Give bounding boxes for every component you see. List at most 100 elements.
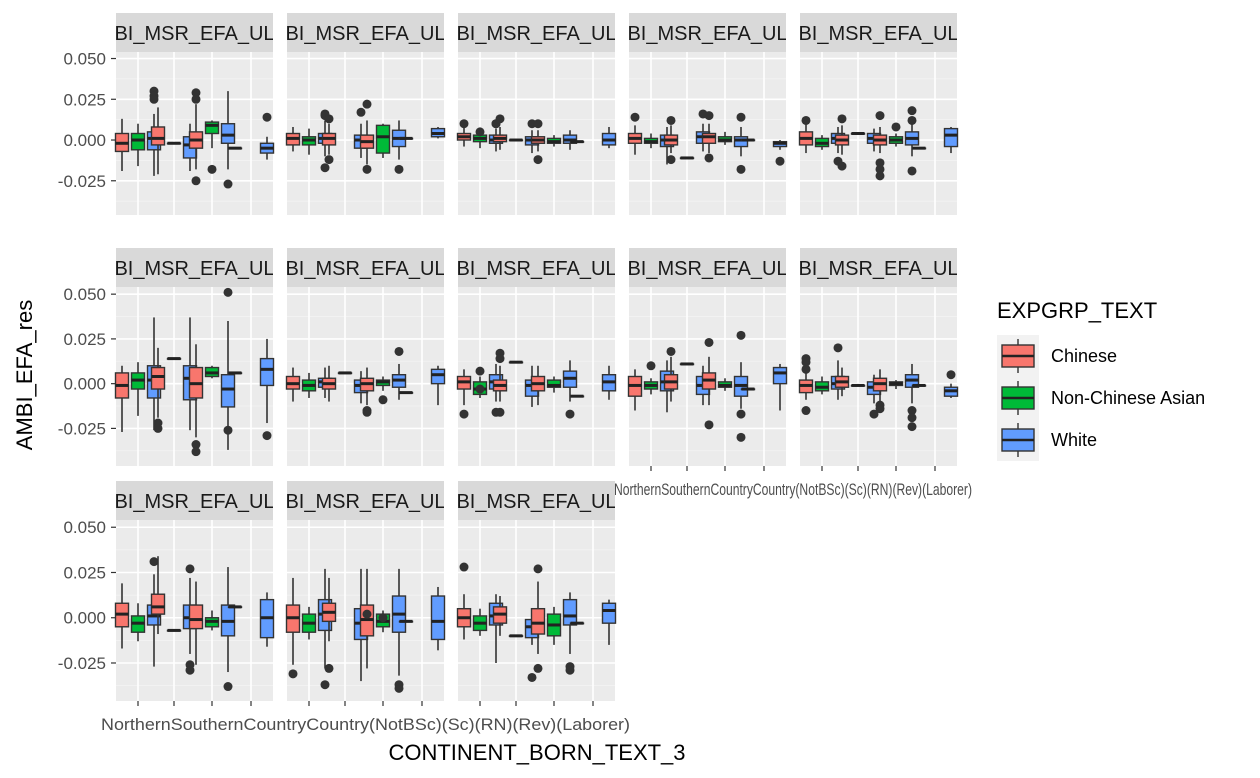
box-white [562,592,578,675]
box-chinese [701,337,717,430]
outlier-point [320,163,330,173]
facet-strip-label: BI_MSR_EFA_UL [285,491,445,513]
box-non-chinese-asian [679,362,695,366]
box-white [562,360,578,419]
outlier-point [801,406,811,416]
legend-key-non-chinese-asian: Non-Chinese Asian [997,377,1205,419]
y-tick-label: -0.025 [58,172,106,191]
box-chinese [872,369,888,414]
outlier-point [736,164,746,174]
box-non-chinese-asian [301,372,317,398]
box-iqr [943,127,959,148]
y-tick-label: 0.025 [63,563,106,582]
box-chinese [227,146,243,150]
facet-strip-label: BI_MSR_EFA_UL [456,23,616,45]
box-iqr [562,598,578,626]
box-non-chinese-asian [850,132,866,135]
box-white [220,91,236,189]
outlier-point [459,119,469,129]
box-chinese [569,140,585,144]
facet-strip-label: BI_MSR_EFA_UL [627,23,787,45]
facet-panel: BI_MSR_EFA_UL [285,481,446,701]
box-non-chinese-asian [814,135,830,150]
outlier-point [704,153,714,163]
box-chinese [188,581,204,665]
panel-background [287,287,444,466]
box-chinese [627,369,643,411]
outlier-point [324,114,334,124]
outlier-point [475,127,485,137]
box-non-chinese-asian [375,610,391,633]
outlier-point [394,683,404,693]
outlier-point [533,155,543,165]
box-chinese [530,365,546,406]
facet-strip [629,248,786,287]
outlier-point [833,343,843,353]
box-non-chinese-asian [375,123,391,158]
outlier-point [223,179,233,189]
box-non-chinese-asian [337,371,353,375]
outlier-point [630,112,640,122]
panel-background [287,52,444,215]
box-white [259,338,275,441]
facet-panel: BI_MSR_EFA_UL [627,248,788,466]
outlier-point [191,176,201,186]
outlier-point [262,112,272,122]
box-chinese [398,619,414,623]
outlier-point [801,357,811,367]
outlier-point [533,564,543,574]
y-tick-label: 0.000 [63,609,106,628]
outlier-point [704,111,714,121]
box-chinese [834,114,850,171]
box-chinese [359,99,375,174]
facet-panel: BI_MSR_EFA_UL [114,481,275,701]
outlier-point [646,361,656,371]
outlier-point [362,407,372,417]
facet-strip-label: BI_MSR_EFA_UL [456,258,616,280]
box-non-chinese-asian [546,135,562,147]
y-tick-label: 0.050 [63,518,106,537]
outlier-point [378,395,388,405]
box-chinese [530,564,546,673]
outlier-point [533,663,543,673]
box-chinese [569,621,585,625]
outlier-point [362,99,372,109]
x-axes: NorthernSouthernCountryCountry(NotBSc)(S… [101,466,972,734]
outlier-point [475,366,485,376]
box-chinese [114,583,130,649]
box-non-chinese-asian [546,376,562,393]
outlier-point [907,115,917,125]
y-tick-label: 0.025 [63,90,106,109]
box-chinese [663,115,679,165]
box-chinese [398,136,414,140]
box-white [904,363,920,432]
facet-strip [458,248,615,287]
outlier-point [736,330,746,340]
box-chinese [359,367,375,417]
outlier-point [907,422,917,432]
box-iqr [530,607,546,635]
outlier-point [875,164,885,174]
box-chinese [456,369,472,419]
box-white [943,126,959,154]
box-non-chinese-asian [375,376,391,405]
outlier-point [495,354,505,364]
outlier-point [907,406,917,416]
box-non-chinese-asian [472,127,488,149]
outlier-point [362,164,372,174]
box-white [430,126,446,139]
facet-strip [800,13,957,52]
box-chinese [911,146,927,150]
outlier-point [704,337,714,347]
box-chinese [492,596,508,636]
outlier-point [837,161,847,171]
outlier-point [875,111,885,121]
box-white [220,567,236,692]
box-iqr [772,366,788,385]
box-chinese [872,111,888,181]
outlier-point [324,663,334,673]
box-chinese [569,394,585,398]
box-non-chinese-asian [130,362,146,416]
outlier-point [907,166,917,176]
y-tick-label: 0.000 [63,375,106,394]
